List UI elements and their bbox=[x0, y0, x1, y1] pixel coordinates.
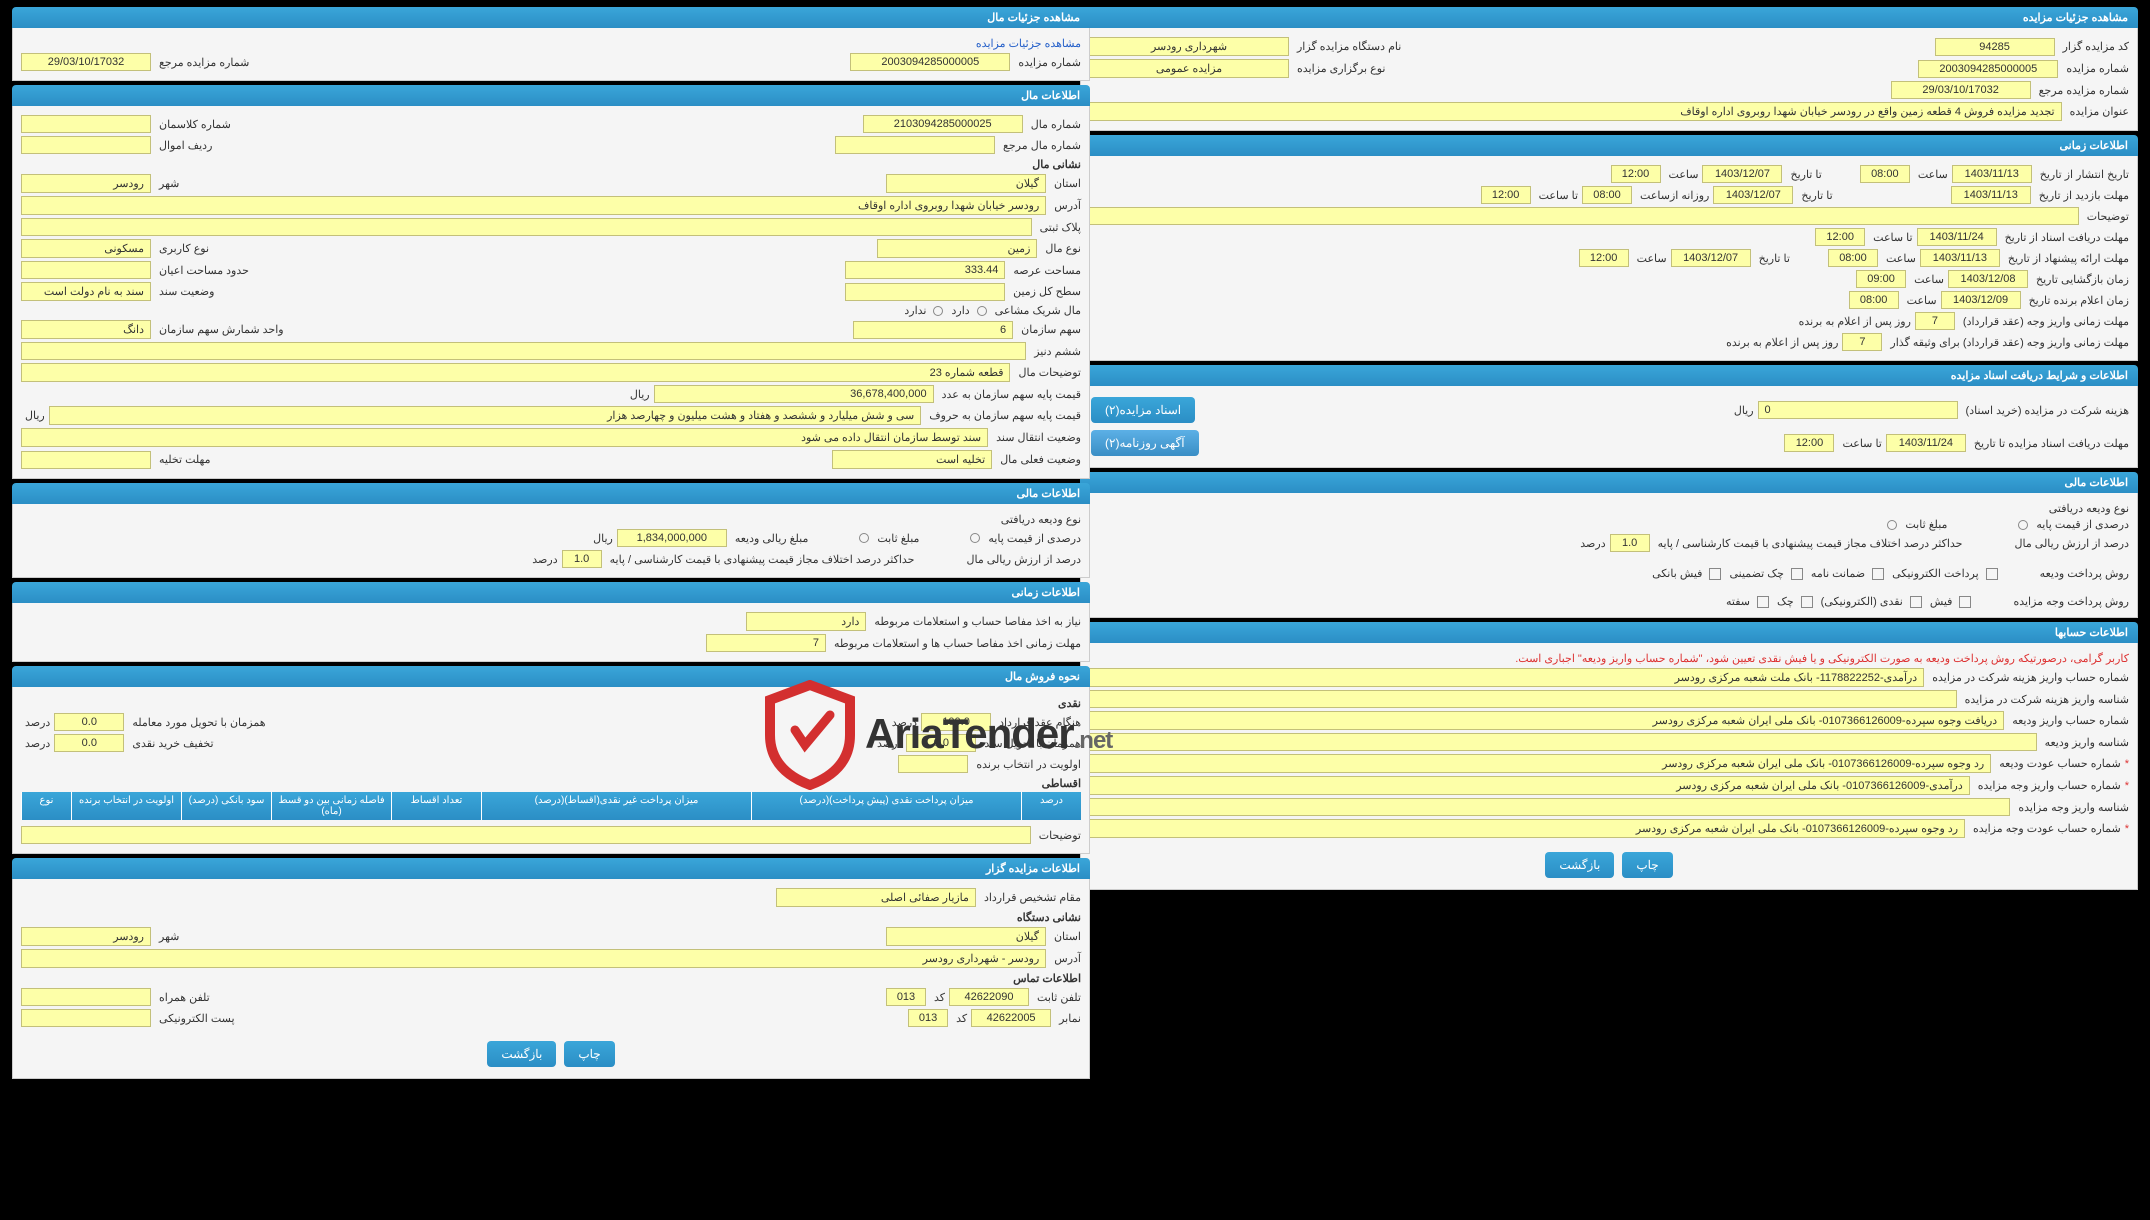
hdr-financial: اطلاعات مالی bbox=[1080, 472, 2138, 493]
radio-shared-yes[interactable] bbox=[977, 306, 987, 316]
lbl-auction-type: نوع برگزاری مزایده bbox=[1297, 62, 1385, 75]
lbl-max-diff: حداکثر درصد اختلاف مجاز قیمت پیشنهادی با… bbox=[1658, 537, 1963, 550]
lbl-doc-deadline: مهلت دریافت اسناد مزایده تا تاریخ bbox=[1974, 437, 2129, 450]
lbl-auction-number: شماره مزایده bbox=[2066, 62, 2129, 75]
lbl-publish-from: تاریخ انتشار از تاریخ bbox=[2040, 168, 2129, 181]
lbl-auction-title: عنوان مزایده bbox=[2070, 105, 2129, 118]
radio-percent-left[interactable] bbox=[970, 533, 980, 543]
chk-cert-check[interactable] bbox=[1791, 568, 1803, 580]
val-publish-to-time: 12:00 bbox=[1611, 165, 1661, 183]
val-ref-number: 29/03/10/17032 bbox=[1891, 81, 2031, 99]
chk-promissory[interactable] bbox=[1757, 596, 1769, 608]
lbl-acc-auction-id: شناسه واریز وجه مزایده bbox=[2018, 801, 2129, 814]
radio-fixed-left[interactable] bbox=[859, 533, 869, 543]
auction-details-panel: مشاهده جزئیات مزایده کد مزایده گزار 9428… bbox=[1080, 3, 2138, 890]
property-details-panel: مشاهده جزئیات مال مشاهده جزئیات مزایده ش… bbox=[12, 3, 1090, 1079]
lbl-acc-deposit-return: شماره حساب عودت ودیعه bbox=[1999, 757, 2120, 770]
hdr-time: اطلاعات زمانی bbox=[1080, 135, 2138, 156]
lbl-acc-fee-id: شناسه واریز هزینه شرکت در مزایده bbox=[1965, 693, 2129, 706]
radio-shared-no[interactable] bbox=[933, 306, 943, 316]
link-auction-details[interactable]: مشاهده جزئیات مزایده bbox=[976, 37, 1081, 50]
hdr-sale-method: نحوه فروش مال bbox=[12, 666, 1090, 687]
installment-table-header: درصد میزان پرداخت نقدی (پیش پرداخت)(درصد… bbox=[21, 792, 1081, 820]
radio-fixed[interactable] bbox=[1887, 520, 1897, 530]
lbl-percent-base: درصدی از قیمت پایه bbox=[2036, 518, 2129, 531]
lbl-acc-auction-return: شماره حساب عودت وجه مزایده bbox=[1973, 822, 2121, 835]
chk-cash-elec[interactable] bbox=[1910, 596, 1922, 608]
hdr-accounts: اطلاعات حسابها bbox=[1080, 622, 2138, 643]
hdr-doc-terms: اطلاعات و شرایط دریافت اسناد مزایده bbox=[1080, 365, 2138, 386]
val-auction-type: مزایده عمومی bbox=[1089, 59, 1289, 78]
lbl-visit: مهلت بازدید از تاریخ bbox=[2039, 189, 2129, 202]
val-auction-number: 2003094285000005 bbox=[1918, 60, 2058, 78]
hdr-property-info: اطلاعات مال bbox=[12, 85, 1090, 106]
chk-receipt[interactable] bbox=[1959, 596, 1971, 608]
chk-electronic[interactable] bbox=[1986, 568, 1998, 580]
val-publish-to: 1403/12/07 bbox=[1702, 165, 1782, 183]
val-publish-from-time: 08:00 bbox=[1860, 165, 1910, 183]
btn-print-left[interactable]: چاپ bbox=[564, 1041, 614, 1067]
lbl-acc-auction: شماره حساب واریز وجه مزایده bbox=[1978, 779, 2121, 792]
lbl-deposit-payment: روش پرداخت ودیعه bbox=[2040, 567, 2129, 580]
lbl-desc: توضیحات bbox=[2087, 210, 2129, 223]
val-publish-from: 1403/11/13 bbox=[1952, 165, 2032, 183]
chk-guarantee[interactable] bbox=[1872, 568, 1884, 580]
lbl-guarantee-deadline: مهلت زمانی واریز وجه (عقد قرارداد) برای … bbox=[1890, 336, 2129, 349]
sub-address: نشانی مال bbox=[21, 158, 1081, 171]
radio-percent-base[interactable] bbox=[2018, 520, 2028, 530]
lbl-deposit-type: نوع ودیعه دریافتی bbox=[2049, 502, 2129, 515]
lbl-doc-receive: مهلت دریافت اسناد از تاریخ bbox=[2005, 231, 2129, 244]
btn-back-left[interactable]: بازگشت bbox=[487, 1041, 556, 1067]
hdr-financial-left: اطلاعات مالی bbox=[12, 483, 1090, 504]
lbl-creator-code: کد مزایده گزار bbox=[2063, 40, 2129, 53]
lbl-acc-deposit-id: شناسه واریز ودیعه bbox=[2045, 736, 2129, 749]
hdr-auction-details: مشاهده جزئیات مزایده bbox=[1080, 7, 2138, 28]
lbl-acc-deposit: شماره حساب واریز ودیعه bbox=[2012, 714, 2129, 727]
note-electronic: کاربر گرامی، درصورتیکه روش پرداخت ودیعه … bbox=[1515, 652, 2129, 665]
chk-check[interactable] bbox=[1801, 596, 1813, 608]
hdr-property-details: مشاهده جزئیات مال bbox=[12, 7, 1090, 28]
lbl-opening: زمان بازگشایی تاریخ bbox=[2036, 273, 2129, 286]
btn-newspaper-ad[interactable]: آگهی روزنامه(۲) bbox=[1091, 430, 1199, 456]
lbl-deposit-deadline: مهلت زمانی واریز وجه (عقد قرارداد) bbox=[1963, 315, 2129, 328]
btn-back-right[interactable]: بازگشت bbox=[1545, 852, 1614, 878]
lbl-offer: مهلت ارائه پیشنهاد از تاریخ bbox=[2008, 252, 2129, 265]
val-auction-title: تجدید مزایده فروش 4 قطعه زمین واقع در رو… bbox=[1089, 102, 2062, 121]
btn-auction-docs[interactable]: اسناد مزایده(۲) bbox=[1091, 397, 1195, 423]
lbl-participation-cost: هزینه شرکت در مزایده (خرید اسناد) bbox=[1966, 404, 2129, 417]
hdr-creator-info: اطلاعات مزایده گزار bbox=[12, 858, 1090, 879]
lbl-auction-payment: روش پرداخت وجه مزایده bbox=[2013, 595, 2129, 608]
lbl-acc-fee: شماره حساب واریز هزینه شرکت در مزایده bbox=[1932, 671, 2129, 684]
chk-bank-receipt[interactable] bbox=[1709, 568, 1721, 580]
lbl-winner: زمان اعلام برنده تاریخ bbox=[2029, 294, 2129, 307]
val-creator-code: 94285 bbox=[1935, 38, 2055, 56]
val-creator-name: شهرداری رودسر bbox=[1089, 37, 1289, 56]
hdr-time-left: اطلاعات زمانی bbox=[12, 582, 1090, 603]
btn-print-right[interactable]: چاپ bbox=[1622, 852, 1672, 878]
lbl-creator-name: نام دستگاه مزایده گزار bbox=[1297, 40, 1401, 53]
lbl-ref-number: شماره مزایده مرجع bbox=[2039, 84, 2129, 97]
